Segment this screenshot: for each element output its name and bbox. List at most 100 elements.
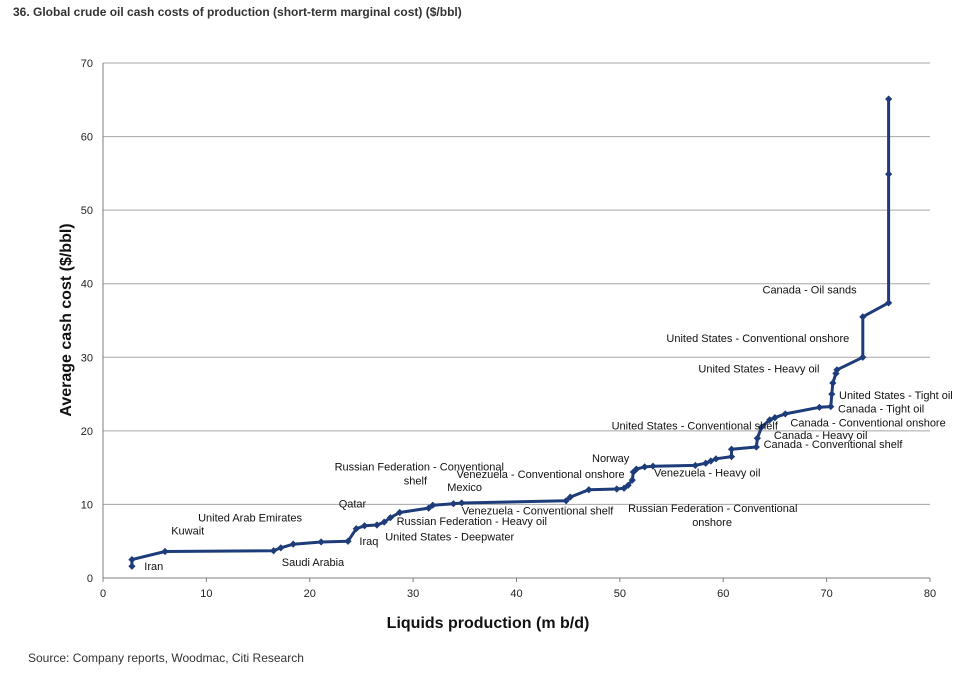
annotation-label: Russian Federation - Conventional — [628, 503, 797, 515]
y-tick-label: 60 — [81, 132, 93, 144]
data-point-marker — [827, 402, 835, 411]
data-point-marker — [859, 313, 867, 321]
data-point-marker — [269, 547, 278, 555]
y-tick-label: 20 — [81, 426, 93, 438]
data-point-marker — [752, 443, 760, 451]
data-point-marker — [641, 463, 649, 471]
y-tick-label: 50 — [81, 205, 93, 217]
annotation-label: Qatar — [339, 498, 367, 510]
x-tick-label: 40 — [510, 588, 522, 600]
data-point-marker — [712, 455, 720, 463]
y-tick-label: 70 — [81, 58, 93, 70]
data-point-marker — [727, 445, 736, 453]
chart-title: 36. Global crude oil cash costs of produ… — [13, 5, 462, 19]
data-point-marker — [566, 493, 574, 501]
data-point-marker — [449, 500, 458, 508]
data-point-marker — [380, 518, 388, 526]
data-point-marker — [458, 499, 466, 507]
data-point-marker — [429, 501, 437, 509]
annotation-label: Mexico — [447, 482, 482, 494]
data-point-marker — [885, 299, 893, 307]
data-point-marker — [360, 522, 369, 530]
data-point-marker — [727, 453, 736, 461]
data-point-marker — [859, 353, 867, 361]
x-tick-label: 20 — [304, 588, 316, 600]
data-point-marker — [885, 170, 893, 178]
annotation-label: Russian Federation - Heavy oil — [397, 516, 547, 528]
data-point-marker — [562, 497, 570, 505]
data-point-marker — [613, 485, 621, 493]
data-point-marker — [833, 366, 841, 374]
x-tick-label: 50 — [614, 588, 626, 600]
data-point-marker — [885, 95, 893, 103]
annotation-label: Kuwait — [171, 526, 204, 538]
data-point-marker — [373, 521, 381, 529]
x-tick-label: 80 — [924, 588, 936, 600]
data-point-marker — [317, 538, 325, 546]
data-point-marker — [757, 423, 766, 431]
data-point-marker — [396, 508, 404, 517]
annotation-label: Russian Federation - Conventional — [335, 462, 504, 474]
data-point-marker — [829, 379, 837, 387]
source-note: Source: Company reports, Woodmac, Citi R… — [28, 651, 304, 665]
annotation-label: Iran — [144, 561, 163, 573]
y-tick-label: 0 — [87, 573, 93, 585]
data-point-marker — [828, 390, 836, 398]
axes — [102, 63, 931, 582]
data-point-marker — [781, 410, 789, 418]
data-point-marker — [707, 457, 715, 465]
y-tick-label: 30 — [81, 352, 93, 364]
annotation-label: Canada - Conventional onshore — [790, 417, 945, 429]
data-point-marker — [632, 465, 641, 473]
data-point-marker — [753, 434, 761, 442]
data-point-marker — [702, 459, 710, 467]
annotation-label: United Arab Emirates — [198, 512, 302, 524]
annotation-label: Canada - Conventional shelf — [764, 439, 904, 451]
data-point-marker — [277, 544, 285, 552]
annotation-label: shelf — [404, 476, 428, 488]
data-point-marker — [624, 481, 632, 489]
annotation-label: Venezuela - Conventional onshore — [457, 469, 625, 481]
y-tick-label: 10 — [81, 499, 93, 511]
y-axis-title: Average cash cost ($/bbl) — [58, 223, 75, 416]
annotation-label: Canada - Oil sands — [763, 284, 858, 296]
annotation-label: United States - Heavy oil — [698, 364, 819, 376]
annotation-label: Norway — [592, 453, 630, 465]
x-tick-label: 30 — [407, 588, 419, 600]
annotation-label: Venezuela - Heavy oil — [654, 468, 760, 480]
x-tick-label: 10 — [200, 588, 212, 600]
grid-lines — [103, 62, 930, 505]
data-point-marker — [628, 476, 636, 484]
data-point-marker — [161, 547, 169, 556]
data-point-marker — [344, 537, 352, 545]
data-point-marker — [352, 525, 360, 533]
y-tick-labels: 0 10 20 30 40 50 60 70 — [81, 58, 93, 585]
annotation-label: Saudi Arabia — [282, 557, 345, 569]
data-point-marker — [386, 514, 394, 522]
data-point-marker — [815, 403, 823, 411]
annotation-label: United States - Conventional onshore — [666, 333, 849, 345]
x-axis-title: Liquids production (m b/d) — [387, 615, 590, 632]
x-tick-label: 0 — [100, 588, 106, 600]
annotation-label: United States - Conventional shelf — [612, 420, 779, 432]
annotations: Iran Kuwait United Arab Emirates Saudi Arab… — [144, 284, 952, 573]
data-point-marker — [128, 556, 136, 564]
annotation-label: Canada - Tight oil — [838, 404, 924, 416]
data-point-marker — [128, 562, 136, 570]
annotation-label: Canada - Heavy oil — [774, 430, 868, 442]
annotation-label: onshore — [692, 517, 732, 529]
annotation-label: United States - Tight oil — [839, 390, 953, 402]
annotation-label: United States - Deepwater — [385, 532, 514, 544]
data-point-marker — [629, 468, 637, 476]
data-point-marker — [766, 416, 774, 424]
data-point-marker — [649, 462, 657, 470]
data-point-marker — [289, 540, 297, 548]
data-point-marker — [691, 461, 699, 470]
annotation-label: Iraq — [359, 536, 378, 548]
x-tick-labels: 0 10 20 30 40 50 60 70 80 — [100, 588, 936, 600]
data-point-marker — [425, 504, 433, 512]
x-tick-label: 70 — [821, 588, 833, 600]
x-tick-label: 60 — [717, 588, 729, 600]
data-point-marker — [771, 414, 779, 422]
